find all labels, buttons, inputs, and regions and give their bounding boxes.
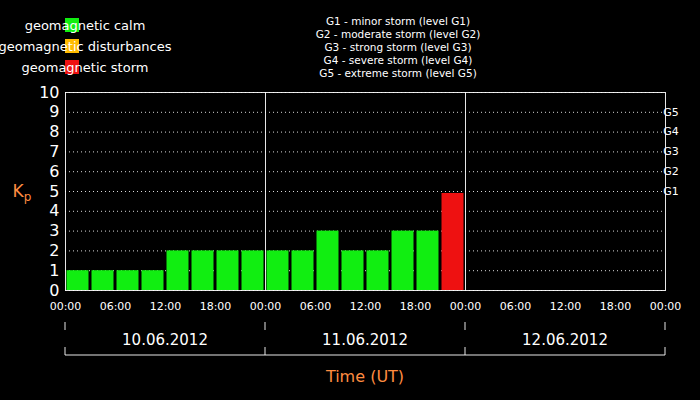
svg-text:06:00: 06:00 — [300, 300, 332, 313]
svg-text:geomagnetic storm: geomagnetic storm — [22, 60, 149, 75]
svg-text:G1 - minor storm (level G1): G1 - minor storm (level G1) — [326, 15, 470, 27]
svg-text:11.06.2012: 11.06.2012 — [322, 331, 408, 349]
svg-text:12:00: 12:00 — [150, 300, 182, 313]
svg-text:10.06.2012: 10.06.2012 — [122, 331, 208, 349]
svg-text:geomagnetic disturbances: geomagnetic disturbances — [0, 39, 172, 54]
svg-text:10: 10 — [39, 83, 59, 102]
svg-text:12:00: 12:00 — [550, 300, 582, 313]
svg-text:18:00: 18:00 — [400, 300, 432, 313]
svg-text:06:00: 06:00 — [500, 300, 532, 313]
svg-text:4: 4 — [49, 201, 59, 220]
svg-text:8: 8 — [49, 122, 59, 141]
svg-text:2: 2 — [49, 241, 59, 260]
svg-text:Kp: Kp — [13, 181, 32, 204]
svg-text:G5: G5 — [663, 106, 679, 119]
svg-text:00:00: 00:00 — [650, 300, 682, 313]
svg-text:Time (UT): Time (UT) — [325, 367, 404, 386]
svg-text:9: 9 — [49, 102, 59, 121]
svg-text:geomagnetic calm: geomagnetic calm — [25, 18, 146, 33]
svg-text:G2 - moderate storm (level G2): G2 - moderate storm (level G2) — [316, 28, 481, 40]
svg-text:G4 - severe storm (level G4): G4 - severe storm (level G4) — [324, 54, 473, 66]
svg-text:3: 3 — [49, 221, 59, 240]
svg-text:G5 - extreme storm (level G5): G5 - extreme storm (level G5) — [319, 67, 477, 79]
svg-text:12:00: 12:00 — [350, 300, 382, 313]
svg-text:12.06.2012: 12.06.2012 — [522, 331, 608, 349]
svg-text:18:00: 18:00 — [600, 300, 632, 313]
svg-text:00:00: 00:00 — [250, 300, 282, 313]
svg-text:18:00: 18:00 — [200, 300, 232, 313]
svg-text:00:00: 00:00 — [50, 300, 82, 313]
svg-text:5: 5 — [49, 182, 59, 201]
svg-text:06:00: 06:00 — [100, 300, 132, 313]
svg-text:00:00: 00:00 — [450, 300, 482, 313]
svg-text:1: 1 — [49, 261, 59, 280]
svg-text:6: 6 — [49, 162, 59, 181]
svg-text:0: 0 — [49, 281, 59, 300]
svg-text:G3 - strong storm (level G3): G3 - strong storm (level G3) — [324, 41, 471, 53]
svg-text:G4: G4 — [663, 125, 679, 138]
svg-text:G3: G3 — [663, 145, 679, 158]
svg-text:G1: G1 — [663, 185, 679, 198]
svg-text:G2: G2 — [663, 165, 679, 178]
svg-text:7: 7 — [49, 142, 59, 161]
